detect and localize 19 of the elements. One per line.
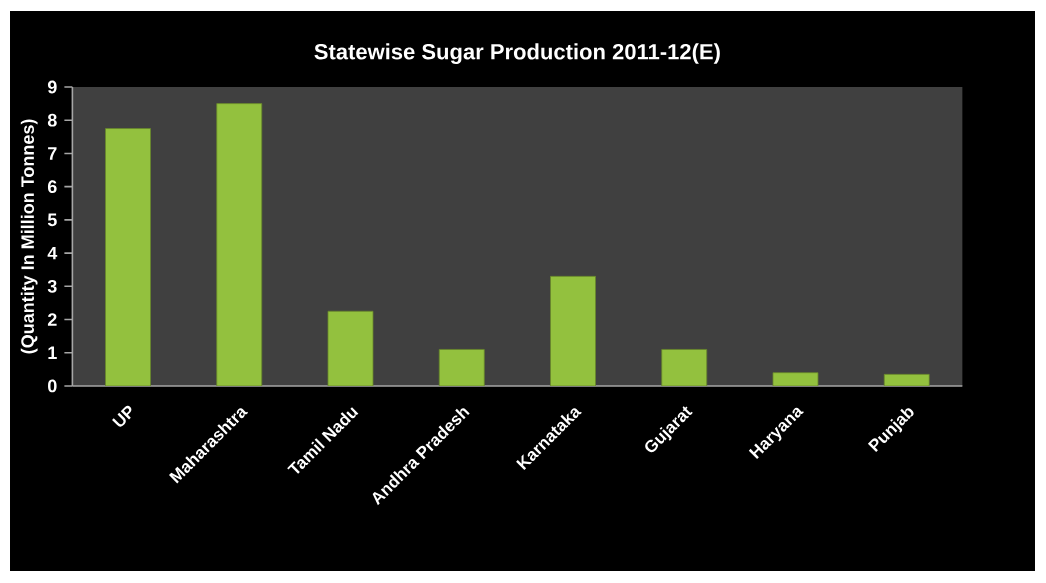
y-tick-label: 0 [48,379,57,393]
bar [105,128,151,386]
y-tick-label: 3 [47,279,57,293]
bar [661,349,708,386]
y-tick-label: 7 [48,147,57,160]
chart-title: Statewise Sugar Production 2011-12(E) [314,43,720,64]
bar [327,310,374,386]
y-tick-label: 1 [48,346,57,359]
y-tick-label: 2 [47,313,57,326]
y-tick-label: 9 [47,80,57,94]
bar [216,103,263,386]
y-axis-title: (Quantity In Million Tonnes) [20,119,38,354]
y-tick-label: 8 [47,113,57,127]
y-tick-label: 4 [47,246,58,260]
y-tick-label: 5 [47,213,57,227]
x-tick-label: UP [112,405,132,427]
bar [550,275,596,386]
y-tick-label: 6 [47,180,57,194]
bar [438,349,485,386]
